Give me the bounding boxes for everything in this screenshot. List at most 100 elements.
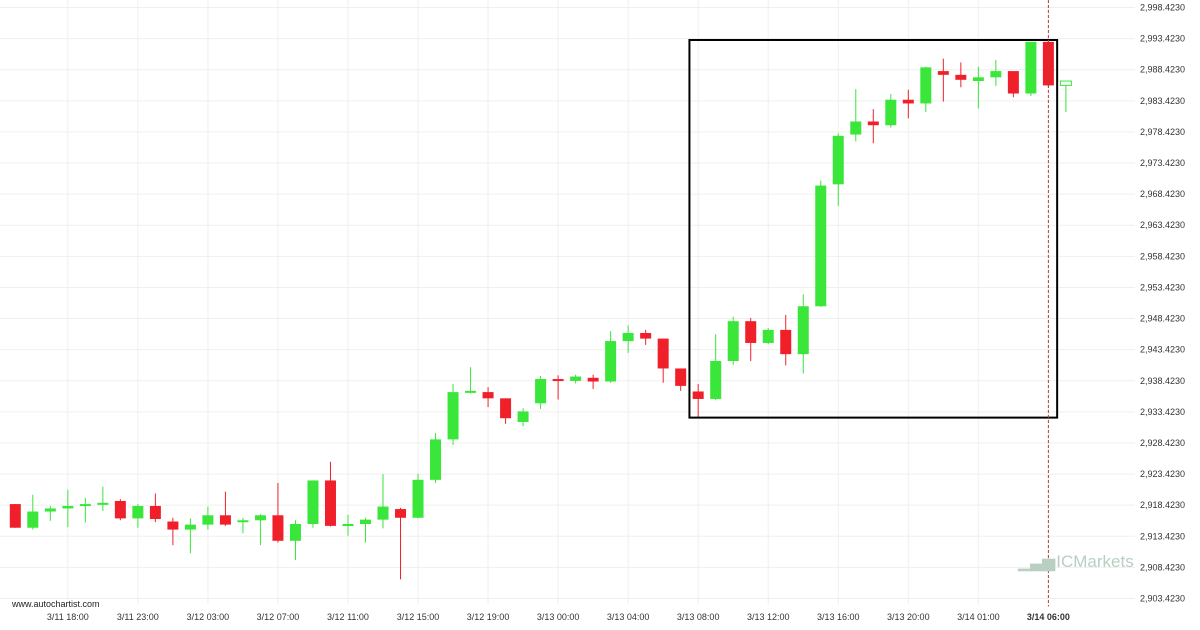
candle: [1059, 80, 1072, 113]
candle-body: [79, 504, 91, 507]
x-tick-label: 3/14 06:00: [1027, 612, 1070, 622]
candle: [149, 493, 161, 523]
x-tick-label: 3/12 03:00: [187, 612, 230, 622]
candle: [500, 398, 512, 424]
candle: [79, 497, 91, 523]
candle-body: [692, 391, 704, 399]
candle-body: [9, 504, 21, 528]
candle-body: [237, 520, 249, 523]
y-tick-label: 2,968.4230: [1140, 189, 1185, 199]
candle: [727, 316, 739, 365]
candle-body: [605, 341, 617, 382]
candle: [920, 66, 932, 113]
candle: [324, 461, 336, 527]
candle: [517, 408, 529, 427]
candle-body: [1059, 80, 1072, 86]
candle: [447, 384, 459, 445]
candle: [412, 473, 424, 519]
x-tick-label: 3/13 04:00: [607, 612, 650, 622]
candle-body: [114, 500, 126, 519]
brand-logo: ▁▃▅ ICMarkets: [1018, 552, 1134, 572]
x-tick-label: 3/12 19:00: [467, 612, 510, 622]
candle-body: [990, 71, 1002, 78]
candle: [990, 59, 1002, 87]
candle-body: [902, 99, 914, 104]
candle-body: [710, 360, 722, 399]
candle-body: [885, 99, 897, 126]
candle-body: [395, 509, 407, 518]
candle: [132, 504, 144, 528]
candle: [377, 474, 389, 529]
candle: [237, 517, 249, 534]
candle-body: [1007, 71, 1019, 94]
candle-body: [377, 506, 389, 520]
candle-body: [44, 508, 56, 512]
candle: [289, 520, 301, 561]
x-tick-label: 3/12 07:00: [257, 612, 300, 622]
candle: [850, 89, 862, 142]
candle-body: [920, 67, 932, 104]
candle-body: [447, 392, 459, 440]
candle: [867, 109, 879, 144]
y-tick-label: 2,978.4230: [1140, 127, 1185, 137]
x-tick-label: 3/11 23:00: [117, 612, 159, 622]
candle: [167, 517, 179, 546]
candle-body: [184, 524, 196, 530]
candle-body: [219, 515, 231, 525]
candle-body: [832, 135, 844, 185]
candle-body: [622, 333, 634, 342]
candle: [937, 58, 949, 102]
candle: [902, 89, 914, 119]
candle: [184, 518, 196, 554]
candle-body: [657, 338, 669, 369]
candle: [1007, 71, 1019, 98]
y-tick-label: 2,928.4230: [1140, 438, 1185, 448]
candle: [535, 375, 547, 409]
candle-body: [132, 505, 144, 519]
candle: [342, 514, 354, 536]
candle: [27, 494, 39, 530]
candle-body: [97, 502, 109, 505]
candle: [44, 505, 56, 521]
brand-bars-icon: ▁▃▅: [1018, 552, 1055, 571]
candle: [307, 480, 319, 528]
candle-body: [815, 185, 827, 307]
y-tick-label: 2,948.4230: [1140, 314, 1185, 324]
candle-body: [797, 306, 809, 355]
candles: [9, 39, 1072, 580]
candle-body: [727, 321, 739, 361]
candle-body: [62, 505, 74, 509]
x-tick-label: 3/11 18:00: [47, 612, 89, 622]
candle-body: [482, 392, 494, 399]
overlay: [688, 0, 1059, 607]
x-tick-label: 3/13 16:00: [817, 612, 860, 622]
candle: [587, 374, 599, 389]
candle: [272, 482, 284, 543]
y-tick-label: 2,983.4230: [1140, 96, 1185, 106]
candle-body: [762, 329, 774, 343]
candle-body: [289, 523, 301, 541]
candle-body: [412, 479, 424, 518]
credit-text[interactable]: www.autochartist.com: [12, 599, 100, 609]
candle-body: [360, 519, 371, 524]
candle: [254, 514, 266, 546]
candle: [640, 329, 652, 345]
y-tick-label: 2,923.4230: [1140, 469, 1185, 479]
candle: [657, 338, 669, 383]
candle: [815, 180, 827, 307]
candle: [797, 294, 809, 374]
candle-body: [500, 398, 512, 419]
candle-body: [780, 329, 792, 355]
y-tick-label: 2,988.4230: [1140, 65, 1185, 75]
y-tick-label: 2,963.4230: [1140, 220, 1185, 230]
candle: [430, 433, 442, 483]
y-tick-label: 2,943.4230: [1140, 345, 1185, 355]
candle: [360, 517, 371, 543]
candle: [395, 507, 407, 580]
y-tick-label: 2,913.4230: [1140, 531, 1185, 541]
candle: [97, 486, 109, 511]
x-tick-label: 3/14 01:00: [957, 612, 1000, 622]
candle: [762, 328, 774, 345]
candle-body: [202, 515, 214, 525]
